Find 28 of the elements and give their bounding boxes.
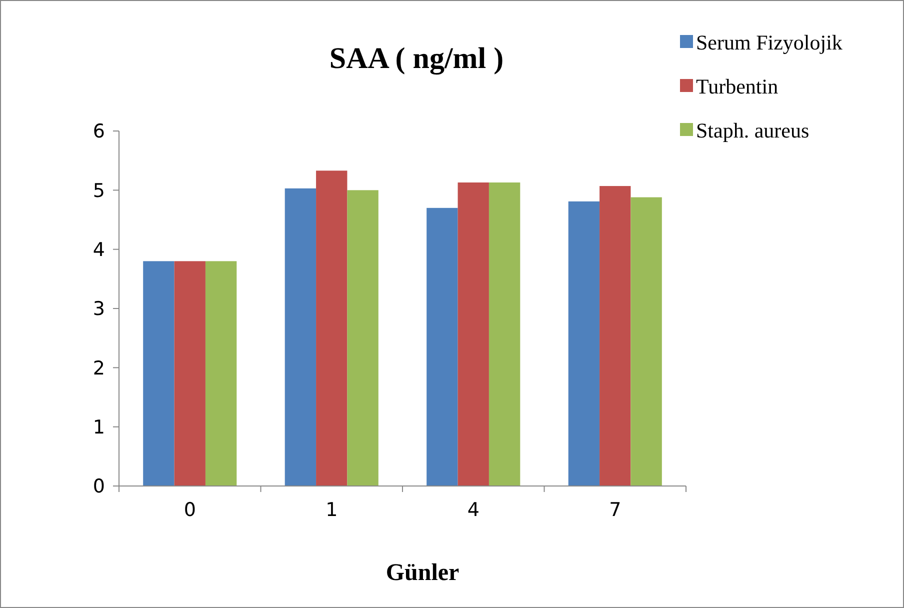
x-tick-label: 7 [609, 499, 622, 521]
bar [284, 188, 316, 486]
bar [426, 208, 458, 486]
legend-label: Serum Fizyolojik [696, 30, 843, 54]
y-tick-label: 0 [92, 476, 105, 498]
legend-label: Turbentin [696, 74, 779, 98]
bar [316, 170, 348, 486]
y-tick-label: 4 [92, 238, 105, 261]
bar [205, 261, 237, 486]
bar [347, 190, 378, 486]
bar [630, 197, 662, 486]
x-tick-label: 4 [467, 499, 480, 521]
y-tick-label: 2 [92, 357, 105, 380]
legend-label: Staph. aureus [696, 118, 810, 142]
x-axis-title: Günler [386, 560, 460, 586]
y-tick-label: 3 [92, 298, 105, 320]
y-tick-label: 5 [92, 180, 105, 202]
bar [568, 201, 600, 486]
y-tick-label: 6 [92, 120, 105, 143]
bar [143, 261, 174, 486]
bar [600, 186, 631, 486]
bar [458, 182, 489, 486]
x-tick-label: 0 [184, 499, 196, 521]
bar [174, 261, 206, 486]
x-tick-label: 1 [326, 499, 338, 521]
y-tick-label: 1 [92, 416, 105, 438]
chart-title: SAA ( ng/ml ) [329, 42, 504, 75]
bar [488, 182, 520, 486]
